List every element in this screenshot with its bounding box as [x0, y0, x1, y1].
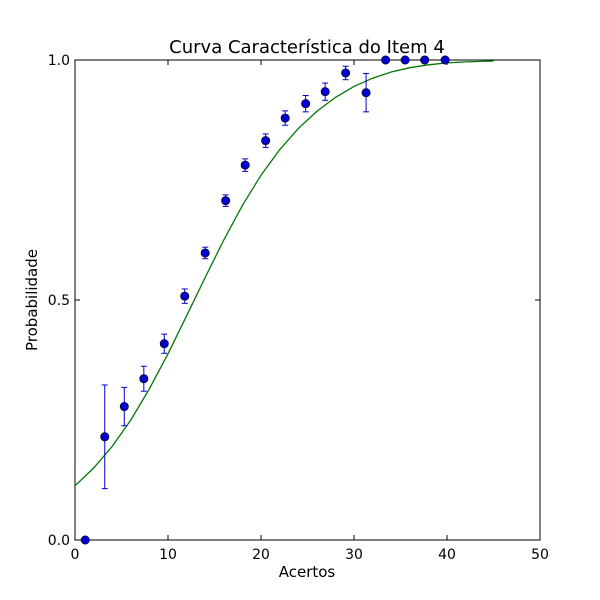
- y-tick-label: 0.5: [48, 293, 70, 309]
- y-axis-label: Probabilidade: [23, 249, 41, 351]
- data-point: [100, 432, 110, 442]
- axis-ticks: 0 10 20 30 40 50 0.0 0.5 1.0: [48, 53, 549, 563]
- data-point: [80, 535, 90, 545]
- fitted-curve-line: [74, 60, 494, 487]
- data-point: [361, 88, 371, 98]
- data-point: [280, 113, 290, 123]
- data-point: [119, 402, 129, 412]
- x-tick-label: 40: [438, 547, 456, 563]
- data-point: [139, 374, 149, 384]
- x-tick-label: 50: [531, 547, 549, 563]
- x-tick-label: 20: [252, 547, 270, 563]
- fitted-curve-layer: [74, 60, 494, 487]
- x-tick-label: 30: [345, 547, 363, 563]
- data-point: [381, 55, 391, 65]
- data-point: [320, 87, 330, 97]
- plot-frame: [74, 59, 541, 541]
- data-point: [200, 248, 210, 258]
- data-points-layer: [80, 55, 450, 545]
- chart-title: Curva Característica do Item 4: [169, 37, 445, 58]
- x-axis-label: Acertos: [279, 563, 336, 581]
- plot-area: [74, 59, 541, 541]
- y-tick-label: 1.0: [48, 53, 70, 69]
- data-point: [221, 196, 231, 206]
- data-point: [400, 55, 410, 65]
- data-point: [159, 339, 169, 349]
- y-tick-label: 0.0: [48, 533, 70, 549]
- data-point: [341, 68, 351, 78]
- data-point: [261, 136, 271, 146]
- data-point: [420, 55, 430, 65]
- data-point: [440, 55, 450, 65]
- data-point: [180, 291, 190, 301]
- x-tick-label: 10: [159, 547, 177, 563]
- data-point: [240, 160, 250, 170]
- x-tick-label: 0: [71, 547, 80, 563]
- data-point: [301, 99, 311, 109]
